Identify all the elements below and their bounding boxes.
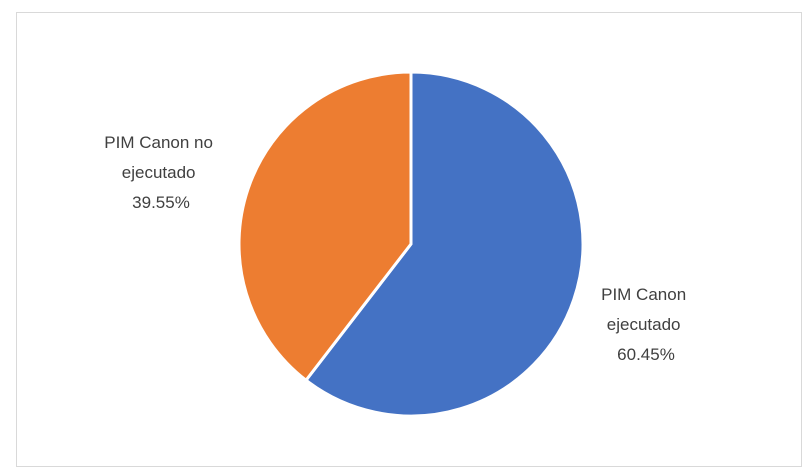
- slice-label-not-executed: PIM Canon no ejecutado 39.55%: [104, 133, 217, 212]
- slice-label-executed: PIM Canon ejecutado 60.45%: [601, 285, 691, 364]
- pie-slice-not-executed: [237, 70, 413, 382]
- slice-label-executed-line-1: PIM Canon: [601, 285, 686, 304]
- pie-slice-executed: [304, 70, 585, 418]
- slice-label-not-executed-value: 39.55%: [132, 193, 190, 212]
- pie-slices: [237, 70, 585, 418]
- slice-label-executed-line-2: ejecutado: [607, 315, 681, 334]
- slice-label-not-executed-line-2: ejecutado: [122, 163, 196, 182]
- slice-label-executed-value: 60.45%: [617, 345, 675, 364]
- slice-label-not-executed-line-1: PIM Canon no: [104, 133, 213, 152]
